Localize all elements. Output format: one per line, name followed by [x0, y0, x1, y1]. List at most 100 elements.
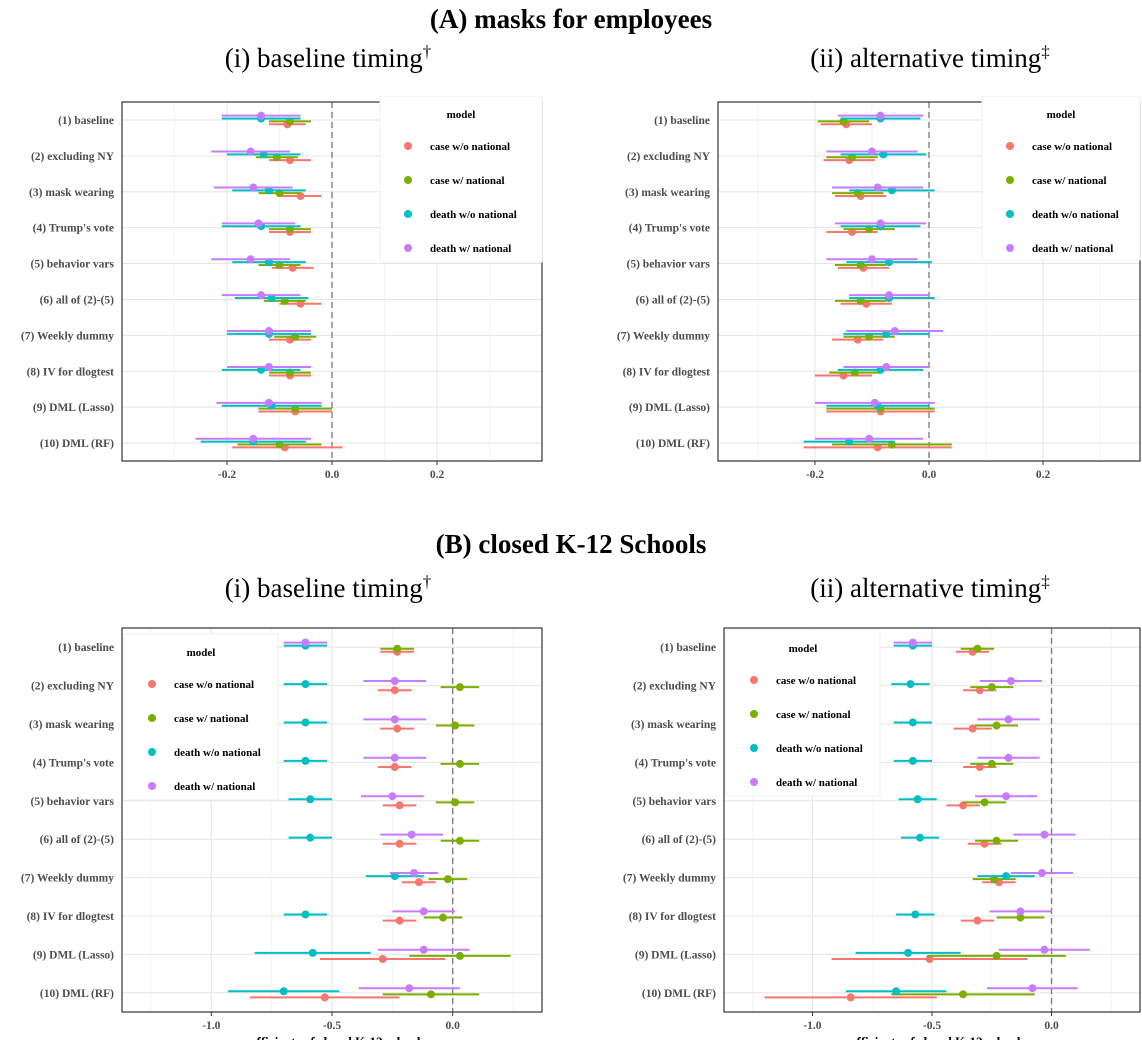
- legend-swatch: [148, 714, 156, 722]
- legend-label: case w/ national: [776, 709, 851, 721]
- x-tick-label: -1.0: [202, 1020, 220, 1032]
- series-3: [200, 114, 322, 446]
- point-estimate: [301, 638, 310, 647]
- category-label: (9) DML (Lasso): [33, 402, 114, 414]
- point-estimate: [279, 987, 288, 996]
- point-estimate: [908, 756, 917, 765]
- point-estimate: [873, 183, 882, 192]
- point-estimate: [301, 680, 310, 689]
- legend-title: model: [447, 109, 476, 121]
- point-estimate: [455, 759, 464, 768]
- legend-swatch: [404, 142, 412, 150]
- point-estimate: [1004, 753, 1013, 762]
- point-estimate: [320, 993, 329, 1002]
- panel-title-text: (ii) alternative timing: [810, 573, 1042, 603]
- legend-label: death w/o national: [430, 209, 517, 221]
- series-2: [891, 644, 1066, 999]
- point-estimate: [455, 836, 464, 845]
- point-estimate: [395, 916, 404, 925]
- point-estimate: [1002, 792, 1011, 801]
- point-estimate: [975, 763, 984, 772]
- category-label: (7) Weekly dummy: [21, 330, 114, 342]
- category-label: (4) Trump's vote: [33, 757, 114, 769]
- category-label: (9) DML (Lasso): [629, 402, 710, 414]
- legend-label: case w/ national: [1032, 175, 1107, 187]
- category-label: (8) IV for dlogtest: [623, 366, 711, 378]
- category-label: (6) all of (2)-(5): [40, 834, 115, 846]
- point-estimate: [301, 718, 310, 727]
- category-label: (6) all of (2)-(5): [636, 294, 711, 306]
- point-estimate: [846, 993, 855, 1002]
- point-estimate: [1016, 907, 1025, 916]
- x-tick-label: -0.5: [923, 1020, 941, 1032]
- category-label: (4) Trump's vote: [629, 223, 710, 235]
- point-estimate: [443, 875, 452, 884]
- x-tick-label: 0.0: [325, 469, 340, 481]
- category-label: (8) IV for dlogtest: [27, 366, 115, 378]
- panel-title-b-alternative: (ii) alternative timing‡: [720, 572, 1140, 604]
- point-estimate: [390, 872, 399, 881]
- panel-title-mark: ‡: [1041, 572, 1050, 591]
- legend-swatch: [404, 244, 412, 252]
- point-estimate: [867, 147, 876, 156]
- category-label: (10) DML (RF): [636, 438, 710, 450]
- point-estimate: [870, 398, 879, 407]
- point-estimate: [980, 798, 989, 807]
- point-estimate: [249, 434, 258, 443]
- point-estimate: [378, 955, 387, 964]
- category-label: (2) excluding NY: [31, 151, 115, 163]
- point-estimate: [992, 721, 1001, 730]
- legend-swatch: [1006, 142, 1014, 150]
- category-label: (3) mask wearing: [29, 187, 114, 199]
- legend-label: death w/o national: [776, 743, 863, 755]
- category-label: (6) all of (2)-(5): [642, 834, 717, 846]
- series-4: [893, 638, 1090, 993]
- x-tick-label: 0.0: [1044, 1020, 1059, 1032]
- category-label: (1) baseline: [654, 115, 710, 127]
- point-estimate: [407, 830, 416, 839]
- category-label: (1) baseline: [660, 642, 716, 654]
- point-estimate: [925, 955, 934, 964]
- point-estimate: [1040, 945, 1049, 954]
- point-estimate: [254, 219, 263, 228]
- point-estimate: [246, 147, 255, 156]
- legend-title: model: [1047, 109, 1076, 121]
- point-estimate: [265, 362, 273, 371]
- category-label: (9) DML (Lasso): [635, 949, 716, 961]
- panel-title-mark: †: [422, 572, 432, 591]
- point-estimate: [455, 683, 464, 692]
- legend: model case w/o national case w/ national de…: [379, 96, 543, 263]
- point-estimate: [904, 948, 913, 957]
- series-1: [232, 120, 343, 452]
- x-tick-label: 0.2: [1036, 469, 1051, 481]
- point-estimate: [1006, 676, 1015, 685]
- legend-swatch: [750, 710, 758, 718]
- category-label: (5) behavior vars: [633, 796, 717, 808]
- point-estimate: [388, 792, 397, 801]
- point-estimate: [1028, 984, 1037, 993]
- category-label: (5) behavior vars: [31, 259, 115, 271]
- category-label: (6) all of (2)-(5): [40, 294, 115, 306]
- legend: model case w/o national case w/ national de…: [981, 96, 1141, 261]
- series-1: [249, 647, 446, 1002]
- coef-plot-schools-baseline: (1) baseline (2) excluding NY (3) mask wea…: [21, 627, 543, 1040]
- point-estimate: [911, 910, 920, 919]
- point-estimate: [395, 801, 404, 810]
- point-estimate: [306, 833, 315, 842]
- category-label: (7) Weekly dummy: [623, 873, 716, 885]
- point-estimate: [419, 907, 428, 916]
- legend-label: death w/o national: [174, 747, 261, 759]
- point-estimate: [890, 327, 899, 336]
- category-label: (5) behavior vars: [627, 259, 711, 271]
- legend-swatch: [750, 676, 758, 684]
- point-estimate: [257, 291, 266, 300]
- x-tick-label: -0.2: [218, 469, 236, 481]
- point-estimate: [249, 183, 258, 192]
- legend-label: case w/o national: [1032, 141, 1112, 153]
- point-estimate: [390, 763, 399, 772]
- panel-title-a-baseline: (i) baseline timing†: [118, 42, 538, 74]
- category-label: (4) Trump's vote: [33, 223, 114, 235]
- legend-label: case w/o national: [776, 675, 856, 687]
- coef-plot-schools-alternative: (1) baseline (2) excluding NY (3) mask wea…: [623, 627, 1141, 1040]
- point-estimate: [973, 644, 982, 653]
